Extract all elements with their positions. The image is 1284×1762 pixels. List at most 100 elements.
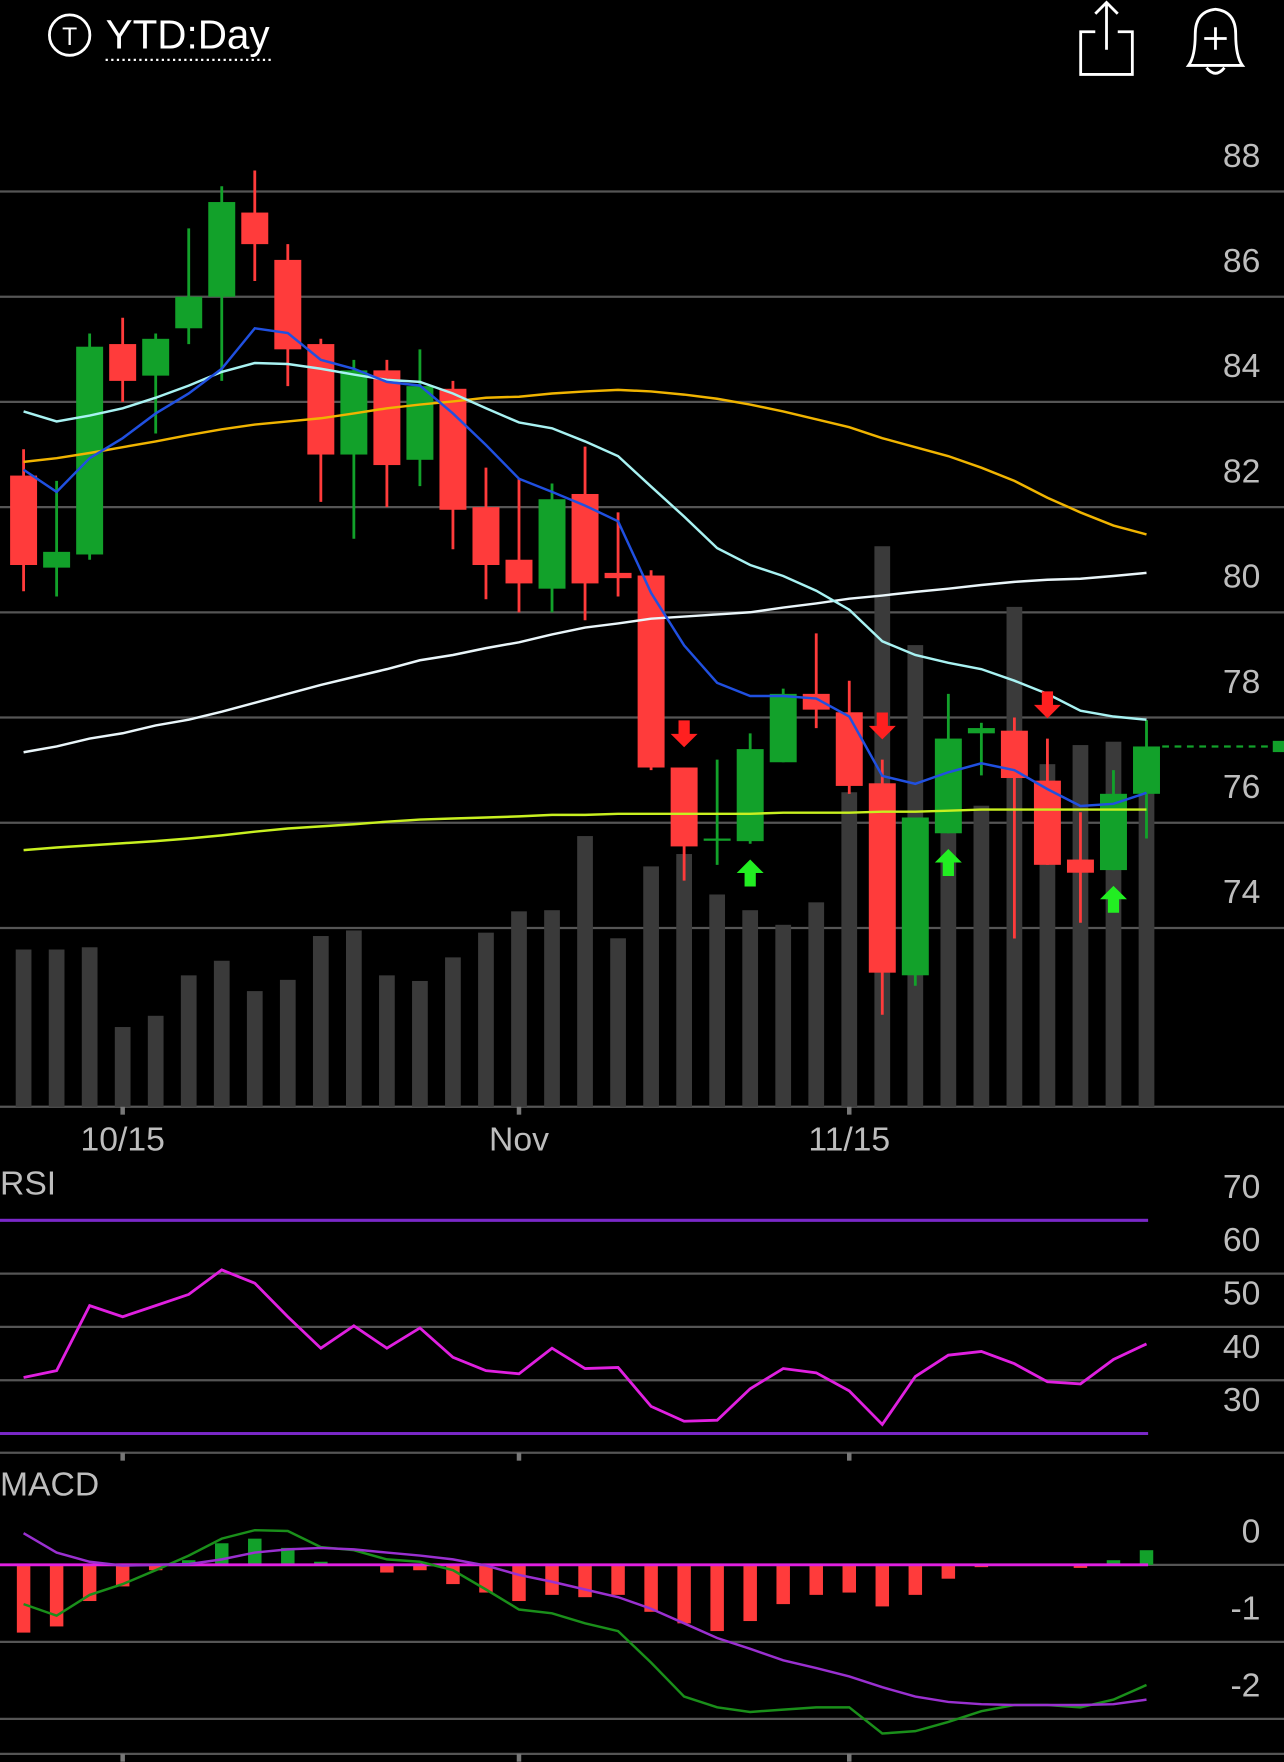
volume-bar bbox=[709, 894, 726, 1107]
histogram-bar bbox=[908, 1564, 923, 1595]
candle-body bbox=[505, 559, 533, 584]
volume-bar bbox=[973, 805, 990, 1107]
volume-bar bbox=[577, 836, 593, 1107]
alert-button[interactable] bbox=[1185, 7, 1246, 75]
y-tick-label: 80 bbox=[1223, 558, 1260, 596]
volume-bar bbox=[511, 911, 527, 1107]
candle-body bbox=[736, 749, 764, 842]
candle-body bbox=[373, 370, 401, 466]
histogram-bar bbox=[941, 1564, 956, 1579]
moving-average bbox=[23, 571, 1147, 754]
y-tick-label: 40 bbox=[1223, 1328, 1260, 1366]
volume-bar bbox=[379, 975, 395, 1107]
symbol-icon bbox=[48, 13, 92, 57]
moving-average bbox=[23, 808, 1147, 852]
histogram-bar bbox=[578, 1564, 592, 1598]
candle-body bbox=[967, 728, 995, 734]
volume-bar bbox=[147, 1015, 164, 1107]
histogram-bar bbox=[16, 1564, 31, 1633]
x-tick-label: Nov bbox=[489, 1121, 549, 1159]
y-tick-label: 82 bbox=[1223, 452, 1260, 490]
x-tick-label: 10/15 bbox=[81, 1121, 165, 1159]
share-arrow bbox=[1094, 0, 1119, 50]
candle-body bbox=[868, 783, 896, 973]
share-button[interactable] bbox=[1079, 0, 1134, 76]
volume-bar bbox=[246, 991, 263, 1107]
bell-icon bbox=[1185, 7, 1246, 67]
share-box bbox=[1079, 30, 1134, 76]
candle-body bbox=[802, 693, 830, 710]
x-tick-label: 11/15 bbox=[808, 1121, 890, 1159]
histogram-bar bbox=[181, 1560, 196, 1565]
histogram-bar bbox=[215, 1543, 229, 1565]
candle-body bbox=[637, 575, 665, 768]
volume-bar bbox=[312, 936, 329, 1107]
histogram-bar bbox=[1139, 1550, 1154, 1565]
y-tick-label: 0 bbox=[1242, 1512, 1261, 1550]
histogram-bar bbox=[148, 1564, 163, 1571]
volume-bar bbox=[345, 930, 362, 1107]
candle-body bbox=[934, 738, 962, 834]
histogram-bar bbox=[875, 1564, 890, 1607]
candle-body bbox=[175, 296, 203, 329]
histogram-bar bbox=[1106, 1560, 1121, 1565]
macd-title: MACD bbox=[0, 1465, 99, 1503]
candle-body bbox=[538, 499, 566, 589]
y-tick-label: -1 bbox=[1230, 1589, 1260, 1627]
volume-bar bbox=[643, 866, 659, 1107]
buy-signal bbox=[736, 859, 764, 887]
candle-body bbox=[703, 838, 731, 841]
histogram-bar bbox=[512, 1564, 526, 1602]
y-tick-label: 60 bbox=[1223, 1221, 1260, 1259]
candle-body bbox=[439, 388, 467, 510]
volume-bar bbox=[445, 957, 461, 1107]
buy-signal bbox=[934, 848, 962, 876]
volume-bar bbox=[412, 980, 428, 1107]
candle-body bbox=[274, 259, 302, 350]
histogram-bar bbox=[743, 1564, 757, 1622]
histogram-bar bbox=[809, 1564, 823, 1595]
macd-line bbox=[22, 1532, 1147, 1707]
volume-bar bbox=[742, 910, 759, 1107]
y-tick-label: 74 bbox=[1223, 873, 1260, 911]
histogram-bar bbox=[842, 1564, 856, 1593]
symbol-letter: T bbox=[62, 24, 77, 51]
timeframe-title[interactable]: YTD:Day bbox=[106, 12, 271, 58]
volume-bar bbox=[48, 949, 65, 1107]
candle-body bbox=[241, 212, 269, 245]
histogram-bar bbox=[82, 1564, 97, 1602]
bell-plus bbox=[1204, 27, 1227, 75]
y-tick-label: -2 bbox=[1230, 1666, 1260, 1704]
y-tick-label: 88 bbox=[1223, 137, 1260, 175]
candle-body bbox=[208, 202, 236, 297]
header: T YTD:Day bbox=[48, 0, 1246, 76]
histogram-bar bbox=[281, 1547, 295, 1565]
volume-bar bbox=[81, 947, 98, 1107]
rsi-line bbox=[23, 1268, 1148, 1427]
volume-bar bbox=[1072, 745, 1089, 1107]
histogram-bar bbox=[49, 1564, 64, 1627]
volume-bar bbox=[114, 1027, 131, 1107]
histogram-bar bbox=[545, 1564, 559, 1595]
volume-bar bbox=[841, 792, 858, 1107]
candle-body bbox=[1099, 793, 1127, 871]
candle-body bbox=[142, 338, 170, 376]
candle-body bbox=[109, 344, 137, 381]
histogram-bar bbox=[413, 1564, 427, 1571]
y-tick-label: 70 bbox=[1223, 1168, 1260, 1206]
symbol-button[interactable]: T bbox=[48, 13, 92, 57]
sell-signal bbox=[1033, 691, 1061, 719]
volume-bar bbox=[610, 938, 626, 1107]
candle-body bbox=[670, 767, 698, 847]
histogram-bar bbox=[115, 1564, 130, 1587]
histogram-bar bbox=[314, 1561, 328, 1565]
volume-bar bbox=[478, 932, 494, 1107]
y-tick-label: 30 bbox=[1223, 1381, 1260, 1419]
moving-average bbox=[23, 388, 1147, 536]
moving-average bbox=[22, 326, 1147, 808]
histogram-bar bbox=[479, 1564, 493, 1593]
candle-body bbox=[10, 475, 38, 565]
last-price-marker bbox=[1272, 740, 1284, 753]
